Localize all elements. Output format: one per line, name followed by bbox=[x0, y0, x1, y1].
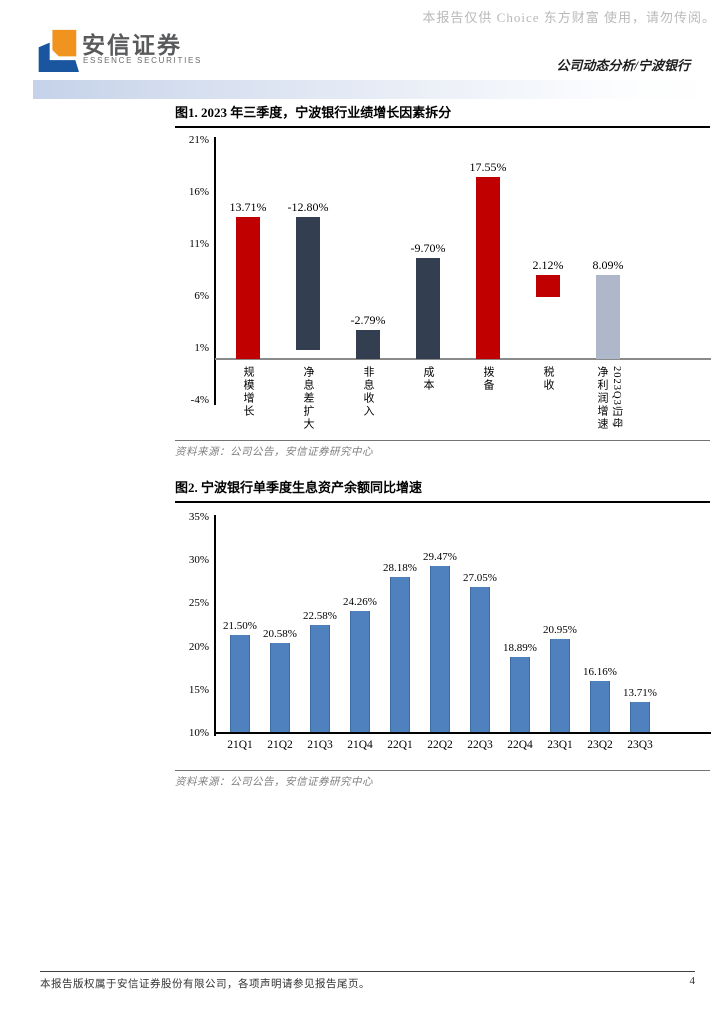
y-tick-label: 35% bbox=[188, 511, 209, 523]
bar-value-label: -9.70% bbox=[410, 241, 446, 256]
header-divider-bar bbox=[33, 80, 719, 99]
bar-value-label: 18.89% bbox=[503, 642, 537, 655]
figure1-title: 图1. 2023 年三季度，宁波银行业绩增长因素拆分 bbox=[175, 102, 710, 128]
bar-value-label: 20.58% bbox=[263, 627, 297, 640]
quarter-bar bbox=[630, 701, 650, 732]
quarter-bar bbox=[310, 625, 330, 732]
bar-value-label: 8.09% bbox=[592, 258, 624, 273]
quarter-bar bbox=[590, 680, 610, 732]
bar-value-label: 20.95% bbox=[543, 624, 577, 637]
y-tick-label: 11% bbox=[189, 237, 209, 250]
x-category-label: 22Q1 bbox=[387, 739, 413, 751]
x-category-label-upright: 净利润增速 bbox=[596, 366, 608, 431]
y-tick-label: 15% bbox=[188, 683, 209, 696]
brand-logo bbox=[35, 25, 79, 75]
x-category-label: 拨备 bbox=[482, 366, 494, 392]
y-tick-label: 21% bbox=[188, 134, 209, 147]
bar-value-label: 13.71% bbox=[623, 686, 657, 699]
footer-copyright: 本报告版权属于安信证券股份有限公司，各项声明请参见报告尾页。 bbox=[40, 979, 370, 990]
quarter-bar bbox=[430, 565, 450, 732]
figure1-divider bbox=[175, 440, 710, 441]
quarter-bar bbox=[550, 639, 570, 732]
figure2-chart: 35% 30% 25% 20% 15% 10% 21.50% 21Q1 20.58% 21Q2 22… bbox=[175, 505, 711, 800]
figure2-divider bbox=[175, 770, 710, 771]
figure2-source: 资料来源：公司公告，安信证券研究中心 bbox=[175, 777, 373, 788]
page-number: 4 bbox=[689, 975, 696, 987]
x-category-label: 22Q2 bbox=[427, 739, 453, 751]
x-category-label: 23Q2 bbox=[587, 739, 613, 751]
x-category-label: 21Q3 bbox=[307, 739, 333, 751]
y-tick-label: 6% bbox=[194, 289, 209, 302]
x-category-label: 规模增长 bbox=[242, 366, 254, 418]
factor-bar bbox=[596, 275, 620, 359]
factor-bar bbox=[356, 330, 380, 359]
y-tick-label: 16% bbox=[188, 185, 209, 198]
zero-line bbox=[215, 358, 711, 360]
x-category-label: 净息差扩大 bbox=[302, 366, 314, 431]
bar-value-label: -2.79% bbox=[350, 313, 386, 328]
x-category-label: 22Q4 bbox=[507, 739, 533, 751]
x-category-label-sideways: 2023Q3归母 bbox=[611, 366, 622, 429]
brand-name-en: ESSENCE SECURITIES bbox=[83, 56, 203, 65]
quarter-bar bbox=[270, 642, 290, 732]
bar-value-label: 28.18% bbox=[383, 561, 417, 574]
x-category-label: 净利润增速 2023Q3归母 bbox=[594, 366, 625, 431]
x-axis-line bbox=[214, 732, 711, 734]
quarter-bar bbox=[230, 634, 250, 732]
bar-value-label: 16.16% bbox=[583, 665, 617, 678]
factor-bar bbox=[416, 258, 440, 359]
y-tick-label: 10% bbox=[188, 727, 209, 739]
bar-value-label: 27.05% bbox=[463, 571, 497, 584]
bar-value-label: -12.80% bbox=[287, 199, 329, 214]
x-category-label: 21Q1 bbox=[227, 739, 253, 751]
bar-value-label: 29.47% bbox=[423, 550, 457, 563]
factor-bar bbox=[296, 216, 320, 350]
figure1-chart: 21% 16% 11% 6% 1% -4% 13.71% 规模增长 -12.80% 净息差扩大 -2… bbox=[175, 128, 711, 440]
x-category-label: 22Q3 bbox=[467, 739, 493, 751]
bar-value-label: 22.58% bbox=[303, 610, 337, 623]
x-category-label: 21Q4 bbox=[347, 739, 373, 751]
bar-value-label: 17.55% bbox=[469, 159, 507, 174]
bar-value-label: 24.26% bbox=[343, 595, 377, 608]
y-tick-label: 30% bbox=[188, 554, 209, 567]
confidentiality-watermark: 本报告仅供 Choice 东方财富 使用，请勿传阅。 bbox=[422, 10, 716, 25]
factor-bar bbox=[236, 216, 260, 359]
quarter-bar bbox=[390, 576, 410, 732]
x-category-label: 23Q1 bbox=[547, 739, 573, 751]
y-tick-label: 25% bbox=[188, 597, 209, 610]
x-category-label: 21Q2 bbox=[267, 739, 293, 751]
brand-name-cn: 安信证券 bbox=[82, 32, 182, 58]
figure2-title: 图2. 宁波银行单季度生息资产余额同比增速 bbox=[175, 477, 710, 503]
x-category-label: 税收 bbox=[542, 366, 554, 392]
factor-bar bbox=[536, 275, 560, 298]
x-category-label: 非息收入 bbox=[362, 366, 374, 418]
y-tick-label: -4% bbox=[190, 393, 209, 406]
y-tick-label: 20% bbox=[188, 640, 209, 653]
bar-value-label: 2.12% bbox=[532, 258, 564, 273]
quarter-bar bbox=[470, 586, 490, 732]
footer-divider bbox=[40, 971, 695, 972]
figure1-source: 资料来源：公司公告，安信证券研究中心 bbox=[175, 447, 373, 458]
report-category-label: 公司动态分析/宁波银行 bbox=[556, 58, 690, 73]
quarter-bar bbox=[350, 610, 370, 732]
bar-value-label: 21.50% bbox=[223, 619, 257, 632]
x-category-label: 23Q3 bbox=[627, 739, 653, 751]
x-category-label: 成本 bbox=[422, 366, 434, 392]
brand-logo-icon bbox=[38, 29, 79, 72]
y-axis-line bbox=[214, 515, 216, 736]
y-tick-label: 1% bbox=[194, 341, 209, 354]
factor-bar bbox=[476, 176, 500, 359]
quarter-bar bbox=[510, 657, 530, 732]
bar-value-label: 13.71% bbox=[229, 199, 267, 214]
y-axis-line bbox=[214, 137, 216, 405]
